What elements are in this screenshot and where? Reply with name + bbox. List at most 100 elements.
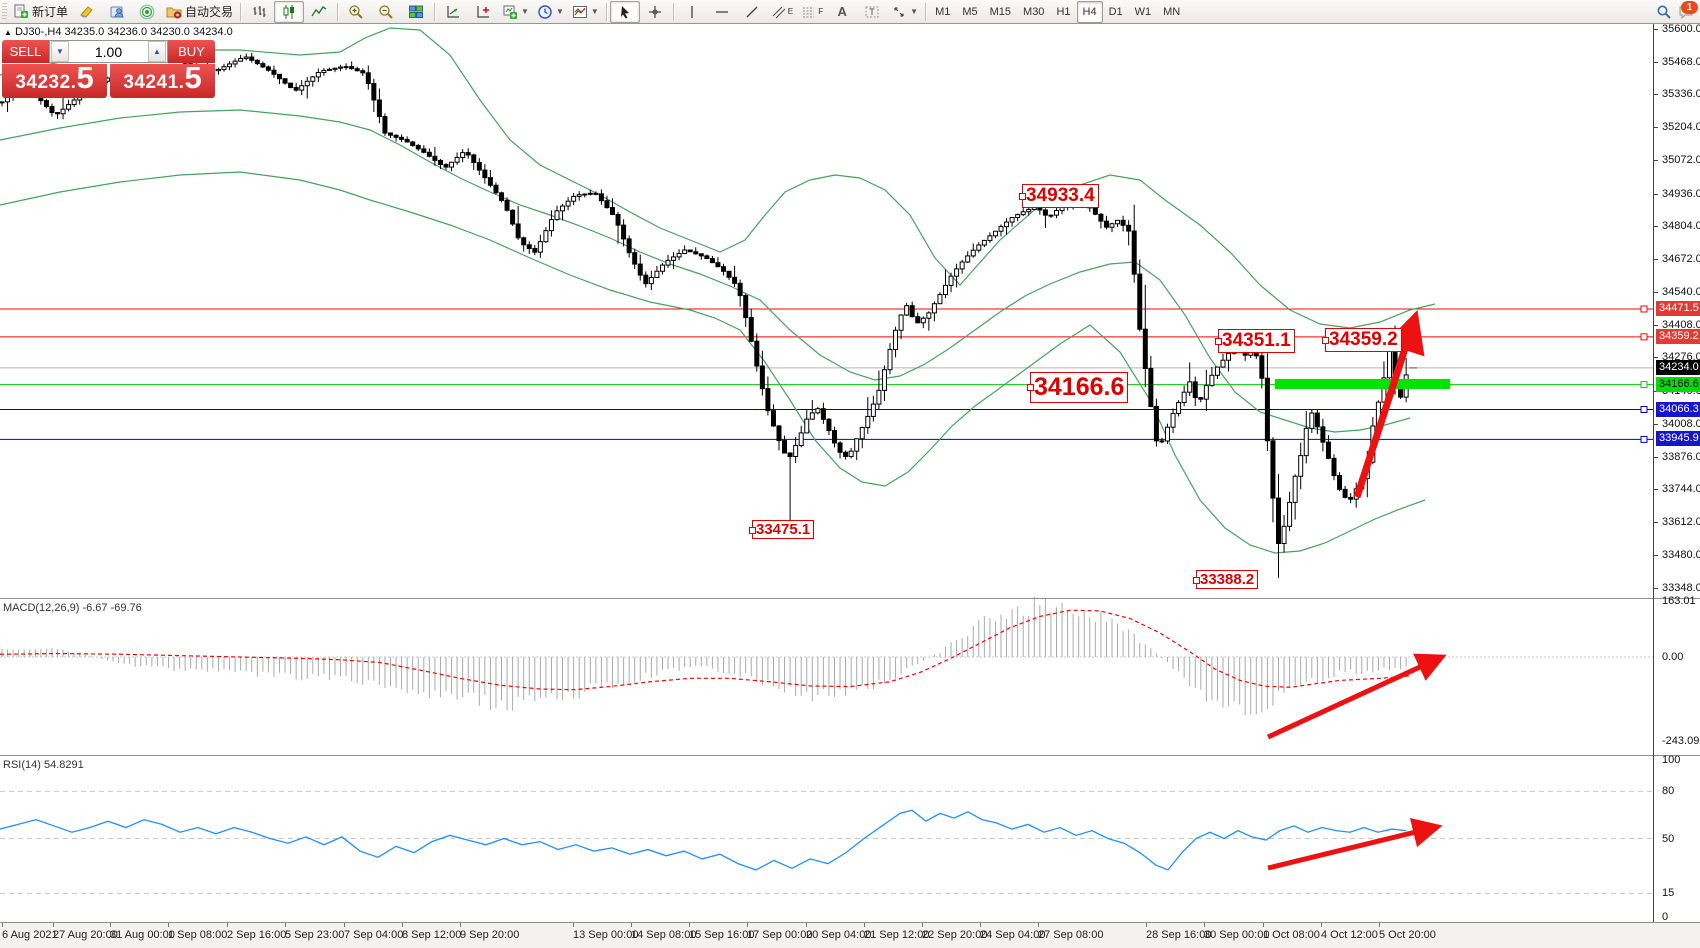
price-annotation-label[interactable]: 34933.4: [1019, 184, 1099, 208]
price-annotation-label[interactable]: 34351.1: [1215, 329, 1295, 353]
candle-body: [1181, 391, 1187, 404]
trend-arrow[interactable]: [1353, 310, 1425, 499]
bar-chart-type-button[interactable]: [244, 1, 274, 23]
zoom-in-button[interactable]: [341, 1, 371, 23]
line-anchor[interactable]: [1640, 333, 1648, 341]
axis-tick: [1654, 193, 1658, 195]
new-chart-icon: [503, 5, 518, 19]
pane-splitter-macd[interactable]: [0, 598, 1700, 599]
text-tool-button[interactable]: A: [827, 1, 857, 23]
trendline-tool-button[interactable]: [737, 1, 767, 23]
cursor-tool-button[interactable]: [609, 0, 640, 23]
volume-down-button[interactable]: ▼: [51, 41, 69, 62]
period-button[interactable]: ▼: [533, 1, 568, 23]
candle-body: [954, 268, 960, 277]
candle-body: [476, 162, 482, 171]
sell-button[interactable]: SELL: [2, 40, 49, 63]
line-chart-type-button[interactable]: [304, 1, 334, 23]
candle-body: [709, 258, 715, 264]
buy-button[interactable]: BUY: [168, 40, 215, 63]
arrows-tool-button[interactable]: ▼: [887, 1, 922, 23]
template-button[interactable]: ▼: [568, 1, 603, 23]
candle-body: [215, 68, 221, 72]
candle-chart-type-button[interactable]: [274, 0, 305, 23]
new-chart-button[interactable]: ▼: [498, 1, 533, 23]
price-annotation-label[interactable]: 34166.6: [1027, 372, 1129, 403]
candle-body: [1259, 355, 1265, 379]
navigator-button[interactable]: [132, 1, 162, 23]
time-tick: [1146, 923, 1147, 927]
channel-tool-button[interactable]: E: [767, 1, 797, 23]
crosshair-tool-button[interactable]: [640, 1, 670, 23]
time-tick: [53, 923, 54, 927]
fibonacci-tool-button[interactable]: F: [797, 1, 827, 23]
data-window-button[interactable]: [102, 1, 132, 23]
rsi-axis-label: 15: [1662, 887, 1675, 900]
timeframe-button-d1[interactable]: D1: [1108, 5, 1123, 18]
timeframe-button-w1[interactable]: W1: [1134, 5, 1152, 18]
candle-body: [1337, 475, 1343, 490]
tile-windows-button[interactable]: [401, 1, 431, 23]
line-anchor[interactable]: [1640, 381, 1648, 389]
navigator-icon: [139, 4, 155, 19]
time-axis-label: 31 Aug 00:00: [110, 929, 175, 941]
hline-tool-button[interactable]: [707, 1, 737, 23]
time-axis-label: 13 Sep 00:00: [573, 929, 639, 941]
time-axis-label: 6 Aug 2021: [2, 929, 58, 941]
support-zone-band[interactable]: [1275, 379, 1450, 389]
indicator-plus-icon: [477, 5, 490, 18]
search-icon[interactable]: [1656, 4, 1672, 20]
price-annotation-label[interactable]: 33475.1: [749, 520, 815, 540]
time-tick: [227, 923, 228, 927]
timeframe-button-m15[interactable]: M15: [989, 5, 1012, 18]
axis-tick-label: 35072.0: [1662, 153, 1700, 166]
candle-body: [759, 365, 765, 390]
sell-price[interactable]: 34232. 5: [2, 62, 107, 98]
buy-price[interactable]: 34241. 5: [110, 62, 215, 98]
candle-body: [277, 73, 282, 80]
label-tool-button[interactable]: T: [857, 1, 887, 23]
indicator-list-button[interactable]: [468, 1, 498, 23]
candle-body: [1126, 224, 1132, 232]
toolbar-grip[interactable]: [2, 2, 7, 21]
volume-value[interactable]: 1.00: [94, 43, 123, 60]
timeframe-button-m30[interactable]: M30: [1023, 5, 1045, 18]
timeframe-button-m1[interactable]: M1: [935, 5, 951, 18]
time-tick: [1263, 923, 1264, 927]
timeframe-button-h4[interactable]: H4: [1076, 0, 1103, 23]
zoom-out-button[interactable]: [371, 1, 401, 23]
timeframe-button-h1[interactable]: H1: [1056, 5, 1071, 18]
trend-arrow[interactable]: [1267, 817, 1443, 871]
candle-body: [354, 68, 360, 72]
time-tick: [1321, 923, 1322, 927]
collapse-triangle[interactable]: ▲: [4, 28, 12, 37]
candle-body: [626, 238, 632, 254]
line-anchor[interactable]: [1640, 305, 1648, 313]
candle-body: [1203, 385, 1209, 400]
symbol-ohlc-line: ▲ DJ30-,H4 34235.0 34236.0 34230.0 34234…: [4, 26, 233, 38]
candle-body: [338, 66, 344, 69]
chart-area[interactable]: ▲ DJ30-,H4 34235.0 34236.0 34230.0 34234…: [0, 23, 1700, 948]
new-order-button[interactable]: 新订单: [9, 1, 72, 23]
line-anchor[interactable]: [1640, 435, 1648, 443]
candle-body: [315, 71, 321, 78]
market-watch-button[interactable]: [72, 1, 102, 23]
candle-body: [809, 412, 815, 420]
candle-body: [598, 193, 604, 202]
text-tool-icon: A: [837, 4, 847, 19]
pane-splitter-rsi[interactable]: [0, 755, 1700, 756]
axis-tick-label: 35600.0: [1662, 23, 1700, 35]
price-annotation-label[interactable]: 34359.2: [1322, 328, 1402, 352]
timeframe-button-m5[interactable]: M5: [962, 5, 978, 18]
vline-tool-button[interactable]: [677, 1, 707, 23]
candle-body: [937, 294, 943, 305]
trend-arrow[interactable]: [1266, 653, 1447, 740]
volume-up-button[interactable]: ▲: [148, 41, 166, 62]
timeframe-button-mn[interactable]: MN: [1163, 5, 1181, 18]
time-axis[interactable]: 6 Aug 2021 27 Aug 20:00 31 Aug 00:00 1 Sep …: [0, 922, 1700, 948]
autotrade-button[interactable]: 自动交易: [162, 1, 237, 23]
indicator-window-button[interactable]: [438, 1, 468, 23]
mailbox-button[interactable]: 1: [1678, 0, 1698, 20]
price-annotation-label[interactable]: 33388.2: [1193, 570, 1259, 590]
line-anchor[interactable]: [1640, 406, 1648, 414]
